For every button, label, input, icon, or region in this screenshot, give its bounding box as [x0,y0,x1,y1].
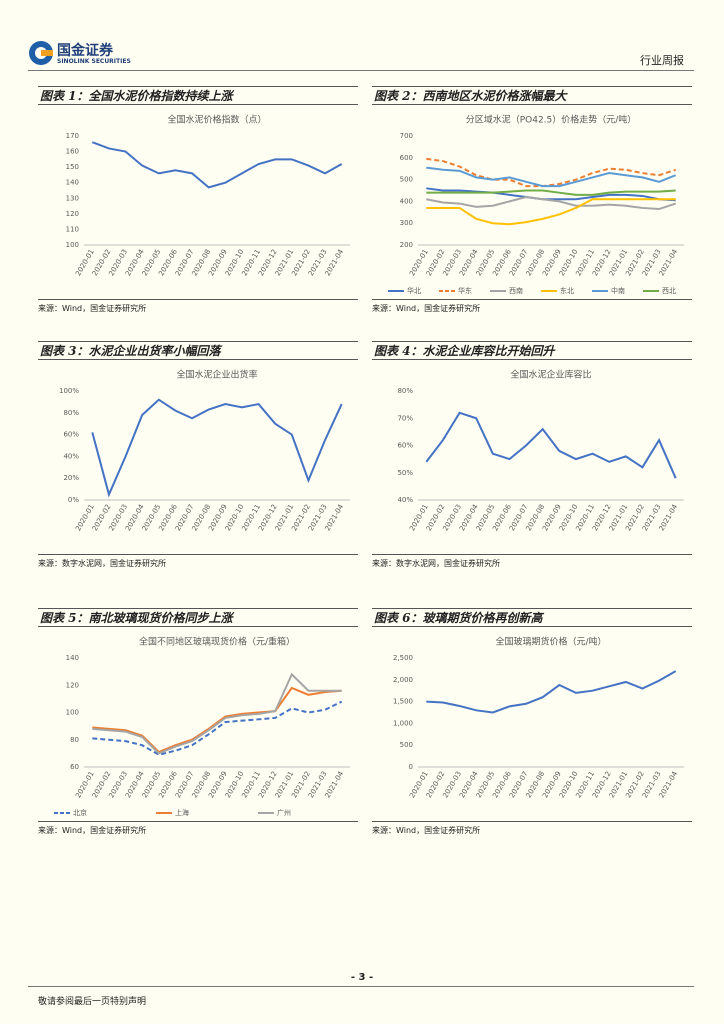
y-tick-label: 40% [397,496,413,504]
y-tick-label: 60% [63,431,79,439]
y-tick-label: 120 [66,681,79,689]
y-tick-label: 2,000 [393,676,413,684]
series-line [92,672,342,755]
y-tick-label: 100 [66,709,79,717]
legend-label: 华东 [458,286,472,295]
chart: 全国玻璃期货价格（元/吨）05001,0001,5002,0002,500202… [393,636,684,799]
chart-title: 全国不同地区玻璃现货价格（元/重箱） [139,636,295,648]
y-tick-label: 0 [409,763,413,771]
series-line [426,198,676,226]
legend-label: 华北 [407,286,421,295]
y-tick-label: 200 [400,241,413,249]
footer-rule [28,986,694,987]
series-line [426,157,676,188]
figure-source: 来源：Wind，国金证券研究所 [38,299,358,314]
y-tick-label: 20% [63,474,79,482]
y-tick-label: 600 [400,154,413,162]
legend-label: 东北 [560,286,574,295]
series-line [426,670,677,714]
series-line [426,196,676,211]
y-tick-label: 170 [66,132,79,140]
series-line [91,398,343,498]
legend-label: 北京 [73,808,87,817]
figure-caption: 图表 5：南北玻璃现货价格同步上涨 [38,608,358,627]
chart: 全国水泥企业出货率0%20%40%60%80%100%2020-012020-0… [59,369,350,532]
y-tick-label: 80 [70,736,79,744]
y-tick-label: 120 [66,210,79,218]
y-tick-label: 130 [66,194,79,202]
y-tick-label: 50% [397,469,413,477]
y-tick-label: 140 [66,654,79,662]
y-tick-label: 0% [68,496,79,504]
y-tick-label: 100 [66,241,79,249]
chart-title: 分区域水泥（PO42.5）价格走势（元/吨） [466,114,637,126]
company-name: 国金证券 [57,43,113,59]
chart: 全国水泥价格指数（点）1001101201301401501601702020-… [66,114,350,277]
legend-label: 西北 [662,287,676,295]
y-tick-label: 140 [66,179,79,187]
chart: 全国不同地区玻璃现货价格（元/重箱）60801001201402020-0120… [54,636,350,817]
y-tick-label: 60% [397,442,413,450]
series-line [91,141,343,189]
chart-title: 全国水泥企业出货率 [176,369,257,381]
y-tick-label: 70% [397,414,413,422]
y-tick-label: 80% [397,387,413,395]
company-name-en: SINOLINK SECURITIES [57,58,131,65]
y-tick-label: 1,000 [393,719,413,727]
chart-title: 全国水泥企业库容比 [510,369,591,381]
y-tick-label: 1,500 [393,698,413,706]
series-line [92,700,343,756]
figure-caption: 图表 2：西南地区水泥价格涨幅最大 [372,86,692,105]
figure-caption: 图表 3：水泥企业出货率小幅回落 [38,341,358,360]
series-line [426,187,676,202]
y-tick-label: 500 [400,741,413,749]
figure-caption: 图表 6：玻璃期货价格再创新高 [372,608,692,627]
y-tick-label: 500 [400,176,413,184]
legend-label: 中南 [611,286,625,295]
legend-label: 西南 [509,286,523,295]
figure-source: 来源：Wind，国金证券研究所 [38,821,358,836]
chart: 分区域水泥（PO42.5）价格走势（元/吨） 200 300 400 500 600 700… [388,114,684,295]
y-tick-label: 110 [66,225,79,233]
logo-icon [29,41,53,65]
figure-source: 来源：Wind，国金证券研究所 [372,821,692,836]
y-tick-label: 2,500 [393,654,413,662]
chart-title: 全国玻璃期货价格（元/吨） [495,636,606,648]
y-tick-label: 100% [59,387,79,395]
series-line [426,189,676,196]
legend-label: 上海 [175,808,189,817]
y-tick-label: 300 [400,219,413,227]
page-number: - 3 - [350,972,374,983]
legend-label: 广州 [277,808,291,817]
series-line [92,686,342,754]
report-type: 行业周报 [640,54,684,67]
figure-source: 来源：数字水泥网，国金证券研究所 [38,554,358,569]
chart-title: 全国水泥价格指数（点） [167,114,266,126]
y-tick-label: 40% [63,452,79,460]
y-tick-label: 60 [70,763,79,771]
header-rule [28,70,694,71]
y-tick-label: 400 [400,197,413,205]
figure-caption: 图表 4：水泥企业库容比开始回升 [372,341,692,360]
y-tick-label: 150 [66,163,79,171]
figure-source: 来源：Wind，国金证券研究所 [372,299,692,314]
series-line [425,411,677,479]
figure-source: 来源：数字水泥网，国金证券研究所 [372,554,692,569]
y-tick-label: 700 [400,132,413,140]
y-tick-label: 160 [66,148,79,156]
disclaimer: 敬请参阅最后一页特别声明 [38,997,147,1007]
y-tick-label: 80% [63,409,79,417]
chart: 全国水泥企业库容比40%50%60%70%80%2020-012020-0220… [397,369,684,532]
series-line [426,166,677,188]
figure-caption: 图表 1：全国水泥价格指数持续上涨 [38,86,358,105]
